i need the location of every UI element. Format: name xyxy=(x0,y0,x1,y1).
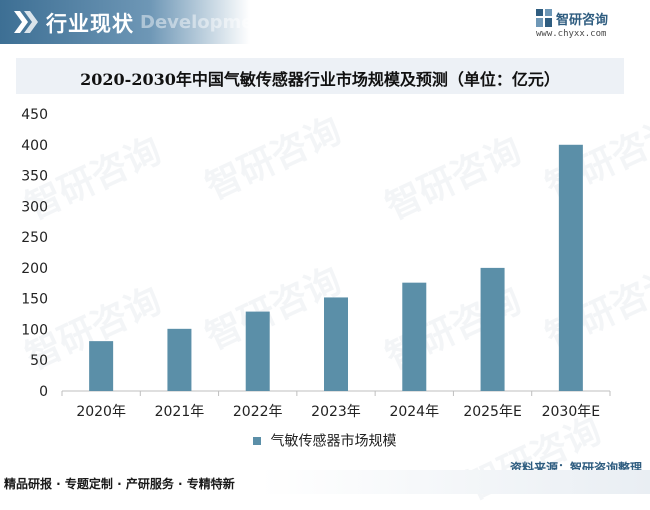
chart-legend: 气敏传感器市场规模 xyxy=(0,430,650,451)
y-tick-label: 150 xyxy=(21,292,48,308)
brand-name: 智研咨询 xyxy=(556,13,609,28)
section-subtitle-en: Development history xyxy=(140,12,353,33)
y-tick-label: 300 xyxy=(21,199,48,215)
y-tick-label: 350 xyxy=(21,169,48,185)
section-title: 行业现状 xyxy=(46,12,134,36)
bar xyxy=(324,297,348,391)
header-bar xyxy=(0,0,250,44)
y-tick-label: 0 xyxy=(39,384,48,400)
header-banner: 行业现状 Development history 智研咨询 www.chyxx.… xyxy=(0,0,650,44)
x-tick-label: 2023年 xyxy=(311,404,361,420)
x-tick-label: 2020年 xyxy=(76,404,126,420)
y-tick-label: 50 xyxy=(30,353,48,369)
y-tick-label: 250 xyxy=(21,230,48,246)
legend-label: 气敏传感器市场规模 xyxy=(270,433,397,450)
bar-chart: 0 50 100 150 200 250 300 350 400 450 2020年 2021年 202… xyxy=(21,107,611,420)
bar xyxy=(558,144,583,391)
y-tick-label: 450 xyxy=(21,107,48,123)
bar xyxy=(167,328,192,391)
double-chevron-icon xyxy=(14,11,38,33)
x-tick-label: 2022年 xyxy=(233,404,283,420)
brand-url: www.chyxx.com xyxy=(536,29,607,39)
y-tick-label: 400 xyxy=(21,138,48,154)
brand-logo: 智研咨询 www.chyxx.com xyxy=(536,8,636,42)
bar xyxy=(402,282,427,391)
x-tick-label: 2024年 xyxy=(389,404,439,420)
bar xyxy=(480,267,505,391)
bar xyxy=(245,311,270,391)
chart-title: 2020-2030年中国气敏传感器行业市场规模及预测（单位：亿元） xyxy=(80,70,560,89)
x-tick-label: 2021年 xyxy=(155,404,205,420)
y-tick-label: 100 xyxy=(21,322,48,338)
brand-mark-icon xyxy=(536,9,552,27)
bar xyxy=(89,341,114,391)
x-tick-label: 2030年E xyxy=(542,404,600,420)
footer-text: 精品研报 · 专题定制 · 产研服务 · 专精特新 xyxy=(4,477,235,491)
chart-title-band: 2020-2030年中国气敏传感器行业市场规模及预测（单位：亿元） xyxy=(16,58,624,94)
footer-bar: 精品研报 · 专题定制 · 产研服务 · 专精特新 xyxy=(0,470,650,494)
x-tick-label: 2025年E xyxy=(463,404,521,420)
y-tick-label: 200 xyxy=(21,261,48,277)
legend-swatch xyxy=(253,436,262,445)
